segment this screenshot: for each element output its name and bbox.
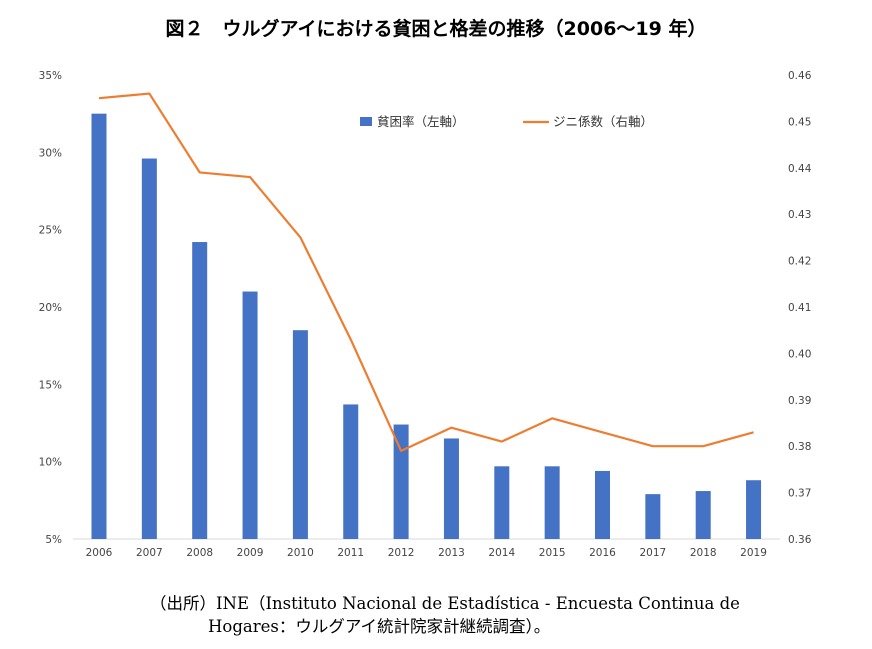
poverty-bar bbox=[443, 438, 459, 539]
right-tick-label: 0.43 bbox=[788, 209, 811, 221]
x-tick-label: 2019 bbox=[740, 547, 767, 559]
right-tick-label: 0.45 bbox=[788, 116, 811, 128]
right-tick-label: 0.42 bbox=[788, 256, 811, 268]
poverty-bar bbox=[141, 158, 157, 539]
right-tick-label: 0.36 bbox=[788, 534, 812, 546]
left-tick-label: 30% bbox=[39, 147, 62, 159]
source-line-1: （出所）INE（Instituto Nacional de Estadístic… bbox=[150, 594, 740, 613]
right-tick-label: 0.39 bbox=[788, 395, 811, 407]
poverty-bar bbox=[494, 466, 510, 539]
left-tick-label: 25% bbox=[39, 225, 62, 237]
x-tick-label: 2015 bbox=[539, 547, 566, 559]
x-tick-label: 2014 bbox=[488, 547, 515, 559]
poverty-bar bbox=[292, 330, 308, 539]
right-tick-label: 0.38 bbox=[788, 441, 811, 453]
chart-plot: 5% 10% 15% 20% 25% 30% 35% 0.36 0.37 0.38 0.39 0.4… bbox=[39, 70, 812, 559]
legend-label-poverty: 貧困率（左軸） bbox=[377, 114, 465, 129]
x-tick-label: 2012 bbox=[388, 547, 415, 559]
gini-line bbox=[98, 92, 754, 452]
poverty-bar bbox=[192, 242, 208, 540]
chart-title: 図２ ウルグアイにおける貧困と格差の推移（2006～19 年） bbox=[165, 18, 707, 40]
poverty-bar bbox=[91, 113, 107, 540]
x-tick-label: 2006 bbox=[86, 547, 113, 559]
right-tick-label: 0.37 bbox=[788, 488, 811, 500]
right-axis: 0.36 0.37 0.38 0.39 0.40 0.41 0.42 0.43 0.44 0.45… bbox=[788, 70, 812, 546]
left-tick-label: 5% bbox=[45, 534, 62, 546]
legend: 貧困率（左軸） ジニ係数（右軸） bbox=[360, 114, 653, 129]
right-tick-label: 0.46 bbox=[788, 70, 812, 82]
right-tick-label: 0.40 bbox=[788, 348, 811, 360]
legend-label-gini: ジニ係数（右軸） bbox=[553, 114, 653, 129]
poverty-bar bbox=[242, 291, 258, 539]
left-tick-label: 10% bbox=[39, 457, 62, 469]
poverty-bar bbox=[746, 480, 762, 539]
poverty-bar bbox=[343, 404, 359, 539]
x-tick-label: 2009 bbox=[237, 547, 264, 559]
left-tick-label: 20% bbox=[39, 302, 62, 314]
x-axis: 2006 2007 2008 2009 2010 2011 2012 2013 2014 2015… bbox=[86, 547, 767, 559]
x-tick-label: 2008 bbox=[186, 547, 213, 559]
x-tick-label: 2010 bbox=[287, 547, 314, 559]
x-tick-label: 2017 bbox=[639, 547, 666, 559]
poverty-bar bbox=[544, 466, 560, 539]
poverty-bars bbox=[91, 113, 762, 540]
poverty-bar bbox=[645, 494, 661, 539]
poverty-bar bbox=[595, 470, 610, 539]
left-tick-label: 15% bbox=[39, 379, 62, 391]
right-tick-label: 0.44 bbox=[788, 163, 812, 175]
poverty-bar bbox=[393, 424, 409, 539]
poverty-bar bbox=[695, 491, 711, 539]
x-tick-label: 2016 bbox=[589, 547, 616, 559]
left-axis: 5% 10% 15% 20% 25% 30% 35% bbox=[39, 70, 62, 546]
left-tick-label: 35% bbox=[39, 70, 62, 82]
x-tick-label: 2007 bbox=[136, 547, 163, 559]
source-note: （出所）INE（Instituto Nacional de Estadístic… bbox=[150, 592, 790, 638]
source-line-2: Hogares：ウルグアイ統計院家計継続調査）。 bbox=[208, 617, 551, 636]
legend-swatch-poverty bbox=[360, 117, 372, 126]
x-tick-label: 2011 bbox=[337, 547, 364, 559]
x-tick-label: 2018 bbox=[690, 547, 717, 559]
right-tick-label: 0.41 bbox=[788, 302, 811, 314]
x-tick-label: 2013 bbox=[438, 547, 465, 559]
